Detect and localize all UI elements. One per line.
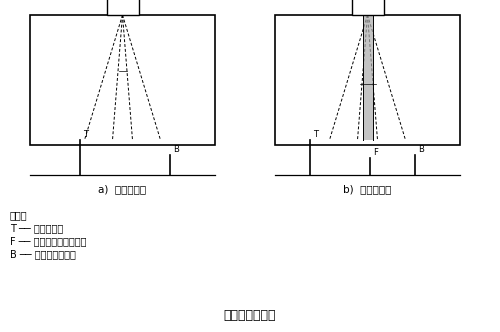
Bar	[30, 15, 215, 145]
Text: B ── 底面一次回波。: B ── 底面一次回波。	[10, 249, 76, 259]
Bar	[352, 0, 384, 15]
Bar	[362, 15, 372, 140]
Text: T ── 初始脉冲；: T ── 初始脉冲；	[10, 223, 63, 233]
Bar	[275, 15, 460, 145]
Text: b)  有不连续时: b) 有不连续时	[344, 184, 392, 194]
Text: B: B	[173, 145, 179, 154]
Text: T: T	[313, 130, 318, 139]
Text: F ── 不连续处一次回波；: F ── 不连续处一次回波；	[10, 236, 86, 246]
Text: 说明：: 说明：	[10, 210, 28, 220]
Text: 检测原理示意图: 检测原理示意图	[224, 309, 276, 322]
Text: F: F	[373, 148, 378, 157]
Bar	[106, 0, 138, 15]
Text: B: B	[418, 145, 424, 154]
Text: T: T	[83, 130, 88, 139]
Text: a)  无不连续时: a) 无不连续时	[98, 184, 146, 194]
